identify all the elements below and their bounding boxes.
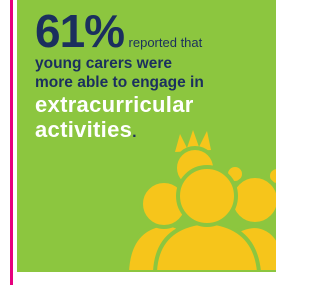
highlight-line: extracurricular [35,92,270,117]
text-line: more able to engage in [35,73,270,92]
accent-rule [10,0,13,285]
highlight-row: activities. [35,117,270,142]
infographic-card: 61% reported that young carers were more… [17,0,276,272]
period: . [132,124,136,141]
statement: 61% reported that young carers were more… [35,8,270,142]
stat: 61% [35,5,124,57]
highlight-line: activities [35,117,132,142]
text-line: young carers were [35,54,270,73]
page: {"text": {"stat": "61%", "line1": "repor… [0,0,283,285]
text-line: reported that [129,35,203,50]
stat-line: 61% reported that [35,8,270,54]
